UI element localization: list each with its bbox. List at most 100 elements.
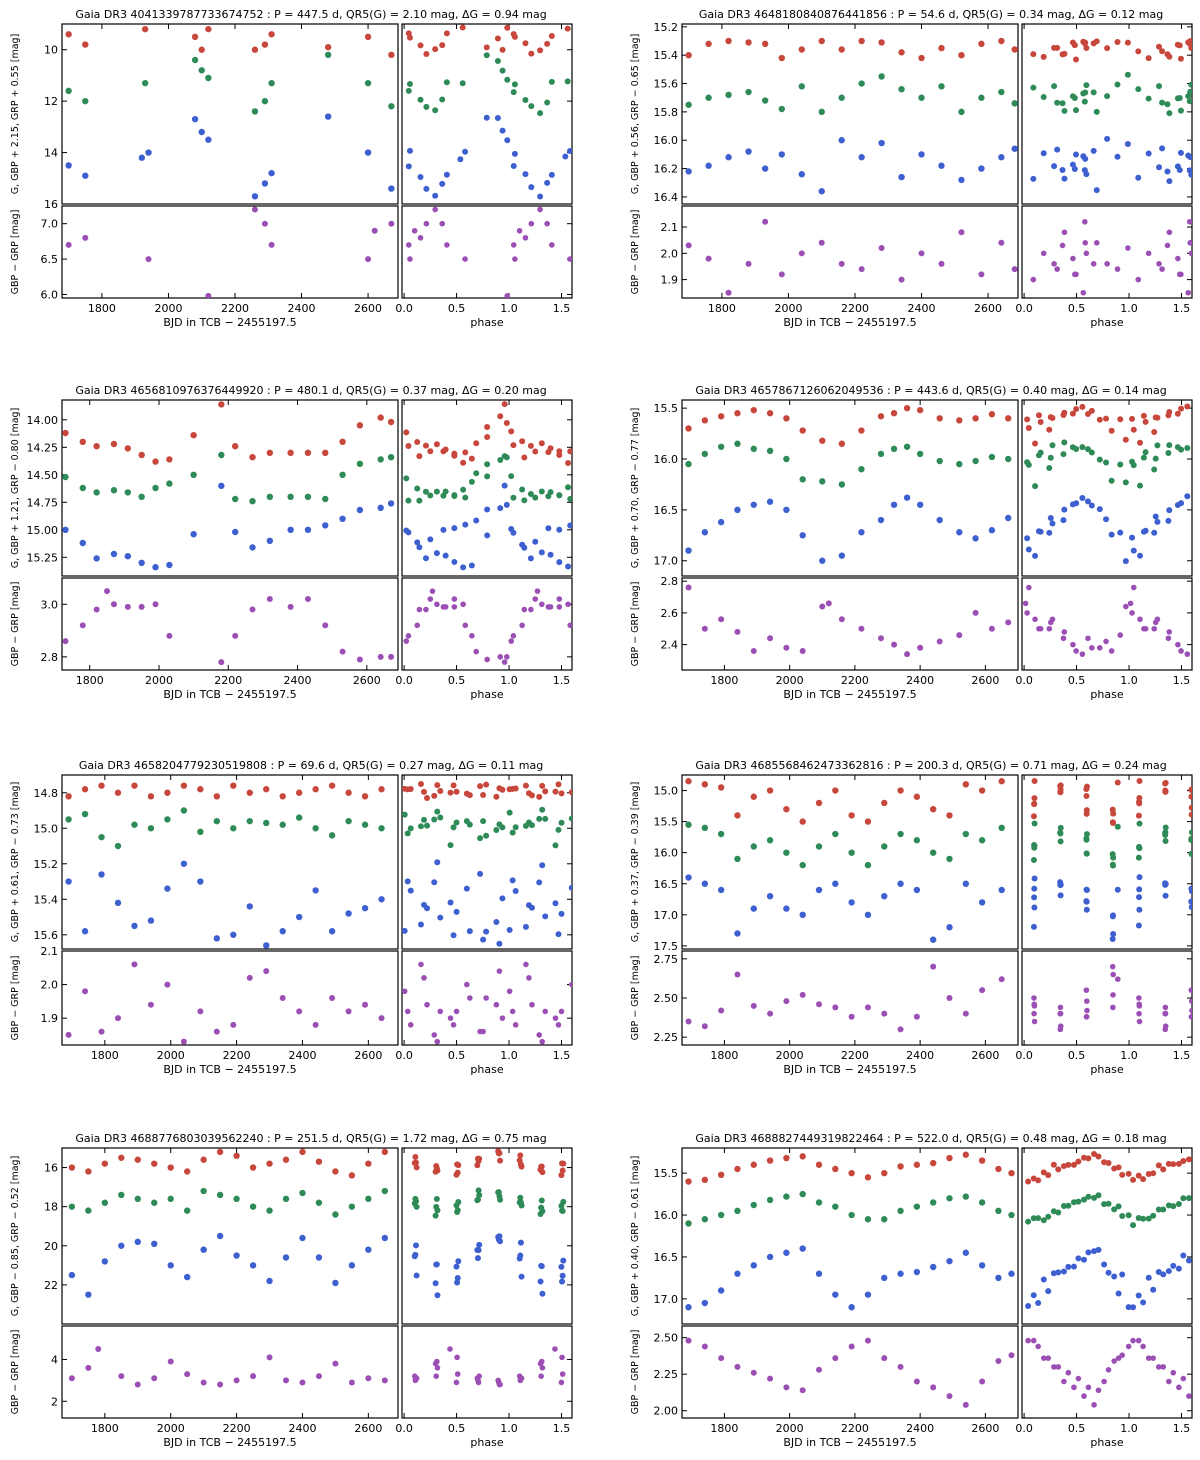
phase-point-grp [497, 505, 504, 512]
phase-point-gbp [1065, 1202, 1072, 1209]
color-index-point [124, 603, 131, 610]
color-phase-point [444, 242, 450, 248]
data-point-grp [878, 139, 885, 147]
phase-point-grp [522, 171, 529, 178]
data-point-g [191, 33, 199, 41]
phase-point-grp [1109, 913, 1116, 920]
phase-point-gbp [1032, 483, 1039, 490]
color-phase-point [1129, 610, 1135, 616]
color-phase-point [467, 995, 473, 1001]
axes-frame [681, 577, 1019, 671]
data-point-g [348, 1172, 356, 1179]
phase-point-grp [1091, 1248, 1098, 1255]
data-point-g [101, 1160, 109, 1167]
color-index-point [838, 260, 845, 267]
phase-point-g [417, 780, 424, 787]
data-point-g [890, 410, 898, 417]
color-index-point [104, 588, 111, 595]
phase-point-grp [462, 521, 469, 528]
phase-point-grp [548, 171, 555, 178]
color-phase-point [549, 242, 555, 248]
data-point-grp [138, 559, 145, 566]
data-point-gbp [263, 819, 270, 827]
phase-point-grp [440, 526, 447, 533]
color-phase-point [1045, 1355, 1052, 1361]
data-point-g [378, 786, 385, 793]
phase-point-grp [1136, 894, 1143, 901]
data-point-grp [972, 535, 979, 542]
phase-point-grp [532, 538, 539, 545]
data-point-gbp [958, 108, 965, 116]
phase-point-grp [1093, 187, 1100, 194]
phase-point-grp [1137, 552, 1144, 559]
data-point-grp [93, 555, 100, 562]
color-phase-point [1059, 242, 1066, 249]
phase-point-gbp [1025, 1218, 1032, 1225]
phase-tick-label: 0.5 [448, 1049, 466, 1062]
color-index-point [233, 1377, 240, 1384]
x-tick-label: 2000 [154, 302, 182, 315]
phase-point-g [1159, 48, 1166, 55]
color-phase-point [508, 638, 515, 644]
phase-point-g [1114, 39, 1121, 46]
x-tick-label: 2000 [157, 1049, 185, 1062]
phase-point-grp [447, 899, 454, 906]
phase-point-gbp [417, 823, 424, 830]
phase-point-grp [1159, 145, 1166, 152]
phase-point-gbp [407, 825, 414, 832]
data-point-grp [216, 1232, 224, 1240]
phase-point-grp [562, 153, 569, 160]
data-point-gbp [110, 487, 118, 494]
data-point-grp [705, 162, 712, 169]
color-phase-point [1057, 1010, 1063, 1017]
phase-point-gbp [432, 1212, 439, 1219]
color-index-point [701, 1023, 708, 1030]
data-point-gbp [198, 67, 205, 74]
phase-point-grp [1032, 552, 1039, 559]
phase-point-grp [558, 910, 565, 917]
phase-point-grp [1040, 150, 1047, 157]
color-phase-point [512, 256, 518, 262]
phase-point-grp [1166, 178, 1173, 185]
color-phase-point [539, 1365, 546, 1371]
color-phase-point [523, 961, 529, 968]
phase-point-grp [462, 148, 469, 155]
phase-point-grp [1101, 1261, 1108, 1268]
color-phase-point [1127, 600, 1134, 607]
phase-point-grp [1065, 1263, 1072, 1270]
data-point-grp [881, 1274, 888, 1282]
data-point-grp [946, 924, 953, 931]
phase-point-grp [1060, 517, 1067, 524]
color-index-point [68, 1375, 75, 1382]
color-phase-point [567, 256, 572, 262]
data-point-grp [287, 526, 294, 533]
data-point-g [387, 418, 395, 426]
phase-point-gbp [474, 1197, 481, 1204]
color-phase-point [565, 601, 571, 608]
data-point-gbp [998, 88, 1005, 96]
phase-point-grp [538, 549, 545, 556]
phase-axis-label: phase [470, 688, 503, 701]
color-phase-point [1114, 266, 1121, 272]
data-point-gbp [766, 1196, 774, 1204]
phase-point-g [1082, 39, 1089, 46]
data-point-grp [348, 1262, 356, 1269]
phase-point-g [1060, 412, 1067, 419]
data-point-gbp [956, 460, 963, 468]
y-tick-label: 16 [44, 1162, 58, 1175]
x-tick-label: 2000 [776, 1049, 804, 1062]
phase-point-grp [496, 940, 503, 947]
phase-point-g [484, 423, 491, 430]
color-phase-point [542, 1008, 549, 1015]
y-tick-label: 16.0 [654, 847, 679, 860]
color-phase-point [1065, 1369, 1072, 1376]
data-point-grp [766, 892, 774, 900]
color-index-point [767, 635, 774, 642]
data-point-g [962, 781, 970, 788]
data-point-grp [858, 529, 865, 536]
phase-point-gbp [433, 1196, 440, 1203]
color-index-point [979, 987, 986, 994]
data-point-gbp [877, 450, 885, 458]
phase-point-grp [1082, 155, 1089, 162]
data-point-g [218, 401, 225, 408]
